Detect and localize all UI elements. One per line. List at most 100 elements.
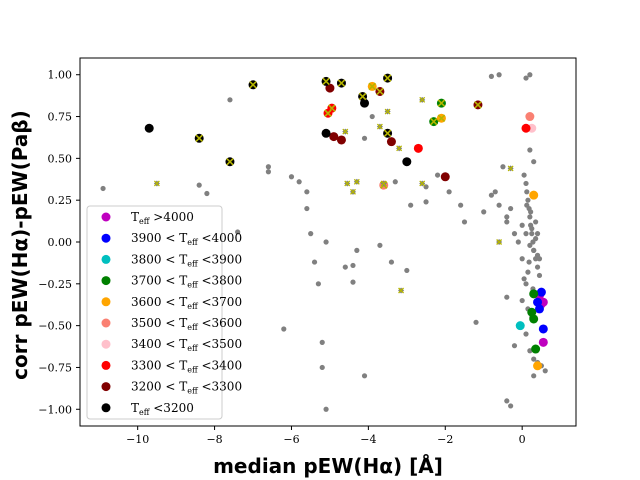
background-point	[404, 267, 410, 274]
y-tick-label: −1.00	[38, 403, 72, 416]
legend-marker	[101, 276, 111, 286]
background-point	[288, 174, 295, 180]
legend-entry-label: 3700 < Teff <3800	[131, 274, 242, 290]
background-point	[408, 202, 414, 208]
background-point	[319, 339, 325, 345]
series-point-4	[533, 361, 543, 371]
legend-marker	[101, 339, 111, 349]
legend-entry-label: Teff <3200	[131, 401, 194, 417]
background-point	[265, 164, 272, 170]
background-point	[527, 147, 533, 153]
series-point-1	[538, 324, 548, 334]
flag-cross-marker	[474, 101, 482, 109]
legend: Teff >4000 3900 < Teff <4000 3800 < Teff <…	[86, 205, 242, 420]
background-point	[319, 364, 325, 371]
legend-marker	[101, 382, 111, 392]
background-point	[531, 159, 537, 165]
background-point	[542, 368, 548, 374]
series-point-5	[525, 112, 535, 122]
background-point	[342, 264, 348, 270]
background-point	[504, 219, 510, 225]
flag-cross-marker	[249, 80, 257, 89]
legend-entry-label: 3900 < Teff <4000	[131, 231, 242, 247]
background-point	[500, 164, 506, 170]
legend-entry-label: 3300 < Teff <3400	[131, 358, 242, 374]
background-point	[388, 259, 395, 265]
background-point	[281, 326, 287, 332]
y-tick-label: 0.75	[48, 111, 73, 124]
background-point	[423, 199, 429, 205]
background-point	[458, 202, 464, 208]
background-point	[196, 182, 202, 188]
flag-cross-marker	[226, 157, 234, 166]
background-point	[521, 276, 527, 282]
legend-marker	[101, 318, 111, 328]
series-point-8	[386, 137, 396, 147]
background-point	[523, 231, 529, 237]
series-point-0	[538, 337, 548, 347]
series-points-layer	[144, 83, 548, 371]
flag-cross-marker	[383, 129, 392, 138]
background-point	[315, 281, 321, 287]
background-point	[531, 247, 537, 253]
x-tick-label: −10	[126, 433, 149, 446]
flag-cross-marker	[376, 87, 384, 96]
background-point	[354, 247, 360, 253]
y-tick-label: 0.25	[48, 194, 73, 207]
background-point	[511, 231, 518, 237]
background-point	[481, 209, 487, 215]
series-point-9	[321, 128, 331, 138]
background-point	[536, 256, 543, 262]
background-point	[473, 319, 479, 325]
x-tick-label: 0	[519, 433, 526, 446]
background-point	[265, 169, 272, 175]
series-point-9	[144, 123, 154, 133]
legend-marker	[101, 233, 111, 243]
background-point	[100, 185, 106, 192]
background-point	[528, 209, 534, 215]
background-point	[369, 113, 375, 120]
flag-cross-marker	[358, 92, 367, 101]
y-axis-label: corr pEW(Hα)-pEW(Paβ)	[8, 110, 32, 380]
background-point	[534, 264, 541, 270]
background-point	[508, 205, 514, 212]
background-point	[361, 135, 368, 141]
background-point	[531, 373, 537, 379]
background-point	[311, 259, 318, 265]
background-point	[304, 205, 310, 212]
background-point	[533, 236, 539, 242]
series-point-8	[440, 172, 450, 182]
background-point	[536, 272, 543, 279]
background-point	[523, 75, 529, 81]
background-point	[525, 197, 531, 203]
background-point	[296, 179, 302, 185]
background-point	[527, 72, 533, 78]
background-point	[533, 219, 539, 225]
series-point-4	[529, 190, 539, 200]
legend-entry-label: 3500 < Teff <3600	[131, 316, 242, 332]
series-point-3	[531, 344, 541, 354]
legend-marker	[101, 297, 111, 307]
series-point-8	[329, 132, 339, 142]
background-point	[519, 222, 525, 228]
background-point	[235, 229, 241, 235]
x-tick-label: −2	[437, 433, 453, 446]
background-point	[527, 214, 533, 220]
background-point	[377, 242, 383, 248]
background-point	[323, 406, 329, 412]
flag-cross-marker	[350, 188, 356, 195]
x-tick-label: −8	[206, 433, 222, 446]
background-point	[361, 373, 368, 379]
background-point	[350, 279, 356, 285]
x-axis-ticks: −10 −8 −6 −4 −2 0	[126, 426, 526, 446]
background-point	[204, 190, 210, 197]
flag-cross-marker	[507, 165, 514, 172]
flag-cross-marker	[368, 82, 376, 91]
flag-cross-marker	[437, 99, 446, 107]
legend-box	[86, 205, 223, 420]
series-point-2	[515, 321, 525, 331]
series-point-7	[413, 143, 423, 153]
background-point	[227, 97, 233, 103]
flag-cross-marker	[342, 128, 349, 135]
legend-entry-label: Teff >4000	[131, 210, 194, 226]
